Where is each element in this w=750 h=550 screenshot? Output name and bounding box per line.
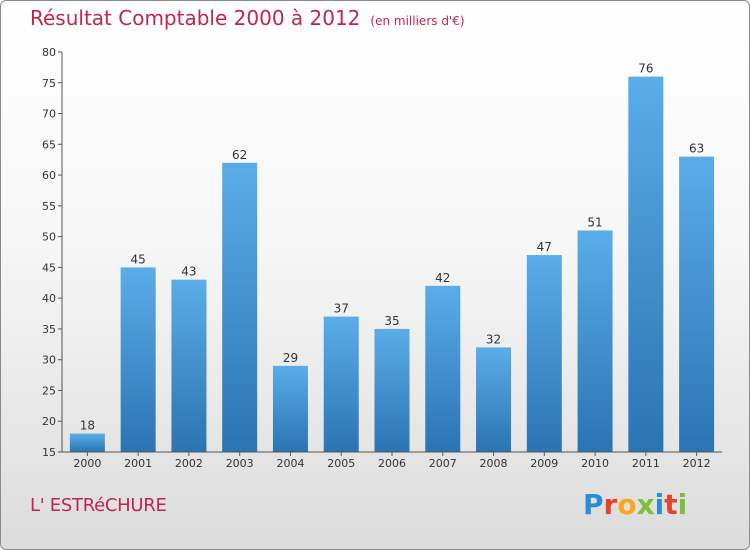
- y-tick-label: 40: [42, 292, 56, 305]
- y-tick-label: 50: [42, 231, 56, 244]
- bar-2000: [69, 433, 105, 452]
- x-tick-label: 2010: [581, 457, 609, 470]
- x-tick-label: 2012: [683, 457, 711, 470]
- bar-2002: [171, 279, 207, 452]
- bar-2010: [577, 230, 613, 452]
- title-block: Résultat Comptable 2000 à 2012 (en millie…: [30, 6, 465, 30]
- commune-name: L' ESTRéCHURE: [30, 495, 167, 516]
- logo-letter: o: [617, 488, 637, 521]
- x-tick-label: 2008: [480, 457, 508, 470]
- y-tick-label: 45: [42, 261, 56, 274]
- bar-value-label: 63: [689, 142, 704, 156]
- y-tick-label: 70: [42, 108, 56, 121]
- bar-value-label: 51: [587, 215, 602, 229]
- x-tick-label: 2011: [632, 457, 660, 470]
- bar-value-label: 18: [80, 419, 95, 433]
- bar-2005: [323, 316, 359, 452]
- y-tick-label: 25: [42, 384, 56, 397]
- logo-letter: i: [677, 488, 688, 521]
- bar-2012: [679, 156, 715, 452]
- bar-value-label: 35: [384, 314, 399, 328]
- bars: 18 45 43 62 29 37 35 42 32 47 51 76 63: [69, 62, 715, 452]
- bar-value-label: 32: [486, 332, 501, 346]
- bar-2008: [476, 347, 512, 452]
- y-tick-label: 65: [42, 138, 56, 151]
- x-tick-label: 2006: [378, 457, 406, 470]
- bar-2003: [222, 162, 258, 452]
- x-tick-label: 2003: [226, 457, 254, 470]
- x-tick-label: 2005: [327, 457, 355, 470]
- y-tick-label: 60: [42, 169, 56, 182]
- x-tick-label: 2007: [429, 457, 457, 470]
- x-tick-label: 2001: [124, 457, 152, 470]
- x-tick-label: 2004: [276, 457, 304, 470]
- bar-2009: [526, 255, 562, 452]
- y-tick-label: 30: [42, 354, 56, 367]
- x-tick-label: 2000: [73, 457, 101, 470]
- x-axis: 2000 2001 2002 2003 2004 2005 2006 2007 2008 2009…: [62, 451, 722, 470]
- bar-value-label: 62: [232, 148, 247, 162]
- bar-2006: [374, 328, 410, 452]
- chart-subtitle: (en milliers d'€): [370, 14, 465, 28]
- bar-value-label: 43: [181, 265, 196, 279]
- logo-letter: t: [664, 488, 678, 521]
- logo-letter: P: [583, 488, 604, 521]
- chart-title: Résultat Comptable 2000 à 2012: [30, 6, 361, 30]
- bar-value-label: 29: [283, 351, 298, 365]
- bar-value-label: 37: [334, 302, 349, 316]
- y-axis: 15 20 25 30 35 40 45 50 55 60 65 70 75 80: [42, 46, 63, 459]
- y-tick-label: 75: [42, 77, 56, 90]
- bar-value-label: 76: [638, 62, 653, 76]
- y-tick-label: 80: [42, 46, 56, 59]
- logo-letter: i: [654, 488, 665, 521]
- bar-2001: [120, 267, 156, 452]
- bar-value-label: 47: [537, 240, 552, 254]
- y-tick-label: 15: [42, 446, 56, 459]
- y-tick-label: 20: [42, 415, 56, 428]
- y-tick-label: 55: [42, 200, 56, 213]
- logo-letter: r: [603, 488, 618, 521]
- bar-2004: [272, 365, 308, 452]
- proxiti-logo[interactable]: Proxiti: [583, 488, 687, 521]
- x-tick-label: 2002: [175, 457, 203, 470]
- y-tick-label: 35: [42, 323, 56, 336]
- logo-letter: x: [636, 488, 655, 521]
- bar-value-label: 45: [131, 252, 146, 266]
- bar-2011: [628, 76, 664, 452]
- x-tick-label: 2009: [530, 457, 558, 470]
- bar-2007: [425, 285, 461, 452]
- bar-value-label: 42: [435, 271, 450, 285]
